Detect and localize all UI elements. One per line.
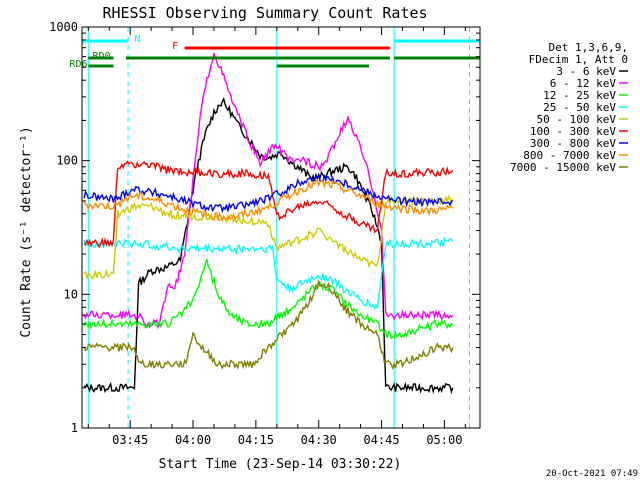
plot-frame [81,26,481,429]
chart-title: RHESSI Observing Summary Count Rates [102,4,427,22]
legend-label-0: 3 - 6 keV [556,65,616,78]
flag-label-2: RD0 [92,51,110,62]
series-line-7 [83,178,454,223]
x-tick-label-5: 05:00 [426,433,462,447]
y-tick-label-0: 1 [71,421,78,435]
series-line-5 [84,160,454,249]
series-line-0 [83,96,454,395]
legend-label-5: 100 - 300 keV [530,125,616,138]
series-line-3 [83,236,454,311]
series-line-1 [83,52,454,330]
y-tick-label-3: 1000 [49,20,78,34]
legend-label-4: 50 - 100 keV [537,113,617,126]
vertical-markers [87,27,471,428]
x-axis-label: Start Time (23-Sep-14 03:30:22) [159,457,402,472]
flag-label-3: RD6 [69,59,87,70]
legend-label-7: 800 - 7000 keV [523,149,616,162]
legend-label-3: 25 - 50 keV [543,101,616,114]
x-tick-label-3: 04:30 [301,433,337,447]
x-tick-label-0: 03:45 [112,433,148,447]
x-tick-label-4: 04:45 [363,433,399,447]
legend-label-2: 12 - 25 keV [543,89,616,102]
series-line-8 [83,279,454,370]
flag-label-0: N [134,34,140,45]
legend-header-0: Det 1,3,6,9, [549,41,628,54]
flag-bars: N F RD0 RD6 [69,34,480,70]
legend-label-1: 6 - 12 keV [550,77,617,90]
footer-timestamp: 20-Oct-2021 07:49 [546,469,638,479]
series-line-6 [83,173,453,214]
axes: 1 10 100 1000 03:45 04:00 04:15 04:30 04:45 05:00 [49,20,481,447]
y-tick-label-1: 10 [64,287,78,301]
legend-label-8: 7000 - 15000 keV [510,161,616,174]
series-lines [83,52,454,395]
y-tick-label-2: 100 [56,154,78,168]
series-line-2 [83,257,453,340]
legend-label-6: 300 - 800 keV [530,137,616,150]
x-tick-label-2: 04:15 [238,433,274,447]
x-tick-label-1: 04:00 [175,433,211,447]
y-axis-label: Count Rate (s⁻¹ detector⁻¹) [19,126,34,337]
legend-header-1: FDecim 1, Att 0 [529,53,628,66]
flag-label-1: F [172,41,178,52]
